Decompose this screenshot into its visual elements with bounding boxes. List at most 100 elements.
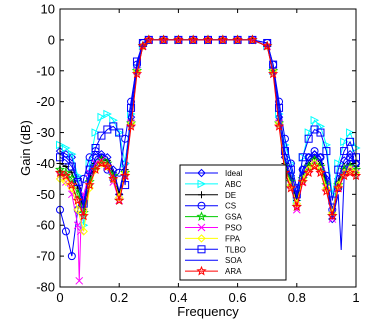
x-axis-label: Frequency	[177, 304, 239, 319]
star-marker	[262, 40, 273, 51]
legend-entry: PSO	[185, 224, 242, 233]
star-marker	[321, 185, 332, 196]
star-marker	[196, 211, 207, 221]
triangle-marker	[197, 179, 207, 189]
legend-entry: DE	[185, 191, 236, 200]
x-tick-label: 0.6	[229, 290, 247, 305]
star-marker	[108, 173, 119, 184]
star-marker	[173, 34, 184, 45]
y-tick-label: -10	[36, 63, 55, 78]
square-marker	[127, 103, 136, 112]
diamond-marker	[73, 205, 82, 214]
square-marker	[121, 181, 130, 190]
y-tick-label: -20	[36, 94, 55, 109]
square-marker	[269, 60, 278, 69]
y-axis-label: Gain (dB)	[18, 120, 33, 176]
square-marker	[280, 147, 289, 156]
x-tick-label: 1	[352, 290, 359, 305]
series-line	[59, 39, 357, 218]
star-marker	[66, 179, 77, 190]
triangle-marker	[346, 128, 355, 137]
x-tick-label: 0	[56, 290, 63, 305]
star-marker	[84, 179, 95, 190]
star-marker	[217, 34, 228, 45]
square-marker	[304, 134, 313, 143]
square-marker	[334, 165, 343, 174]
triangle-marker	[85, 159, 95, 168]
star-marker	[137, 40, 149, 51]
star-marker	[114, 195, 125, 205]
square-marker	[275, 103, 284, 112]
star-marker	[102, 161, 113, 171]
square-marker	[91, 144, 100, 152]
star-marker	[297, 176, 308, 187]
star-marker	[267, 68, 279, 79]
star-marker	[285, 182, 297, 193]
legend-label: FPA	[225, 234, 241, 243]
legend-label: SOA	[225, 256, 243, 265]
legend-entry: TLBO	[185, 245, 246, 254]
diamond-marker	[114, 193, 124, 202]
square-marker	[340, 147, 349, 156]
legend-entry: SOA	[185, 256, 243, 265]
axis-ticks: 0 0.2 0.4 0.6 0.8 1 10 0 -10 -20 -30 -40 -50 -60 -70 -8…	[36, 2, 359, 306]
plot-content	[54, 34, 362, 285]
star-marker	[309, 161, 320, 171]
y-tick-label: -70	[36, 249, 55, 264]
star-marker	[78, 210, 89, 221]
x-marker	[197, 223, 206, 232]
star-marker	[96, 158, 107, 168]
x-marker	[73, 221, 82, 230]
star-marker	[333, 182, 344, 193]
diamond-marker	[197, 234, 206, 243]
star-marker	[196, 265, 207, 276]
star-marker	[344, 167, 356, 178]
x-tick-label: 0.8	[288, 290, 306, 305]
diamond-marker	[61, 177, 71, 187]
diamond-marker	[79, 227, 88, 236]
square-marker	[298, 153, 307, 162]
star-marker	[131, 68, 143, 79]
circle-marker	[61, 227, 70, 236]
y-tick-label: -40	[36, 156, 55, 171]
legend-entry: FPA	[185, 234, 241, 243]
star-marker	[273, 120, 285, 131]
star-marker	[143, 34, 154, 45]
triangle-marker	[103, 109, 112, 119]
x-marker	[75, 276, 84, 285]
legend-label: DE	[225, 191, 236, 200]
triangle-marker	[334, 159, 343, 168]
star-marker	[232, 34, 243, 45]
square-marker	[316, 128, 325, 137]
y-tick-label: 0	[48, 32, 55, 47]
legend-entry: ARA	[185, 265, 242, 276]
circle-marker	[197, 201, 206, 210]
x-marker	[292, 205, 301, 214]
star-marker	[125, 120, 137, 131]
diamond-marker	[197, 168, 206, 178]
legend-entry: CS	[185, 201, 236, 211]
star-marker	[303, 167, 314, 178]
star-marker	[90, 164, 101, 174]
triangle-marker	[340, 137, 349, 147]
legend-label: CS	[225, 202, 236, 211]
square-marker	[322, 147, 331, 156]
plot-frame	[59, 8, 357, 288]
star-marker	[247, 34, 258, 45]
legend-label: TLBO	[225, 245, 246, 254]
plus-marker	[198, 191, 205, 199]
triangle-marker	[91, 128, 101, 137]
star-marker	[327, 210, 338, 221]
star-marker	[90, 161, 101, 171]
star-marker	[60, 170, 72, 181]
star-marker	[339, 170, 350, 181]
square-marker	[115, 128, 124, 137]
triangle-marker	[61, 143, 71, 153]
legend-entry: ABC	[185, 179, 242, 189]
x-tick-label: 0.4	[169, 290, 187, 305]
star-marker	[158, 34, 169, 45]
square-marker	[132, 57, 141, 66]
star-marker	[72, 195, 83, 205]
